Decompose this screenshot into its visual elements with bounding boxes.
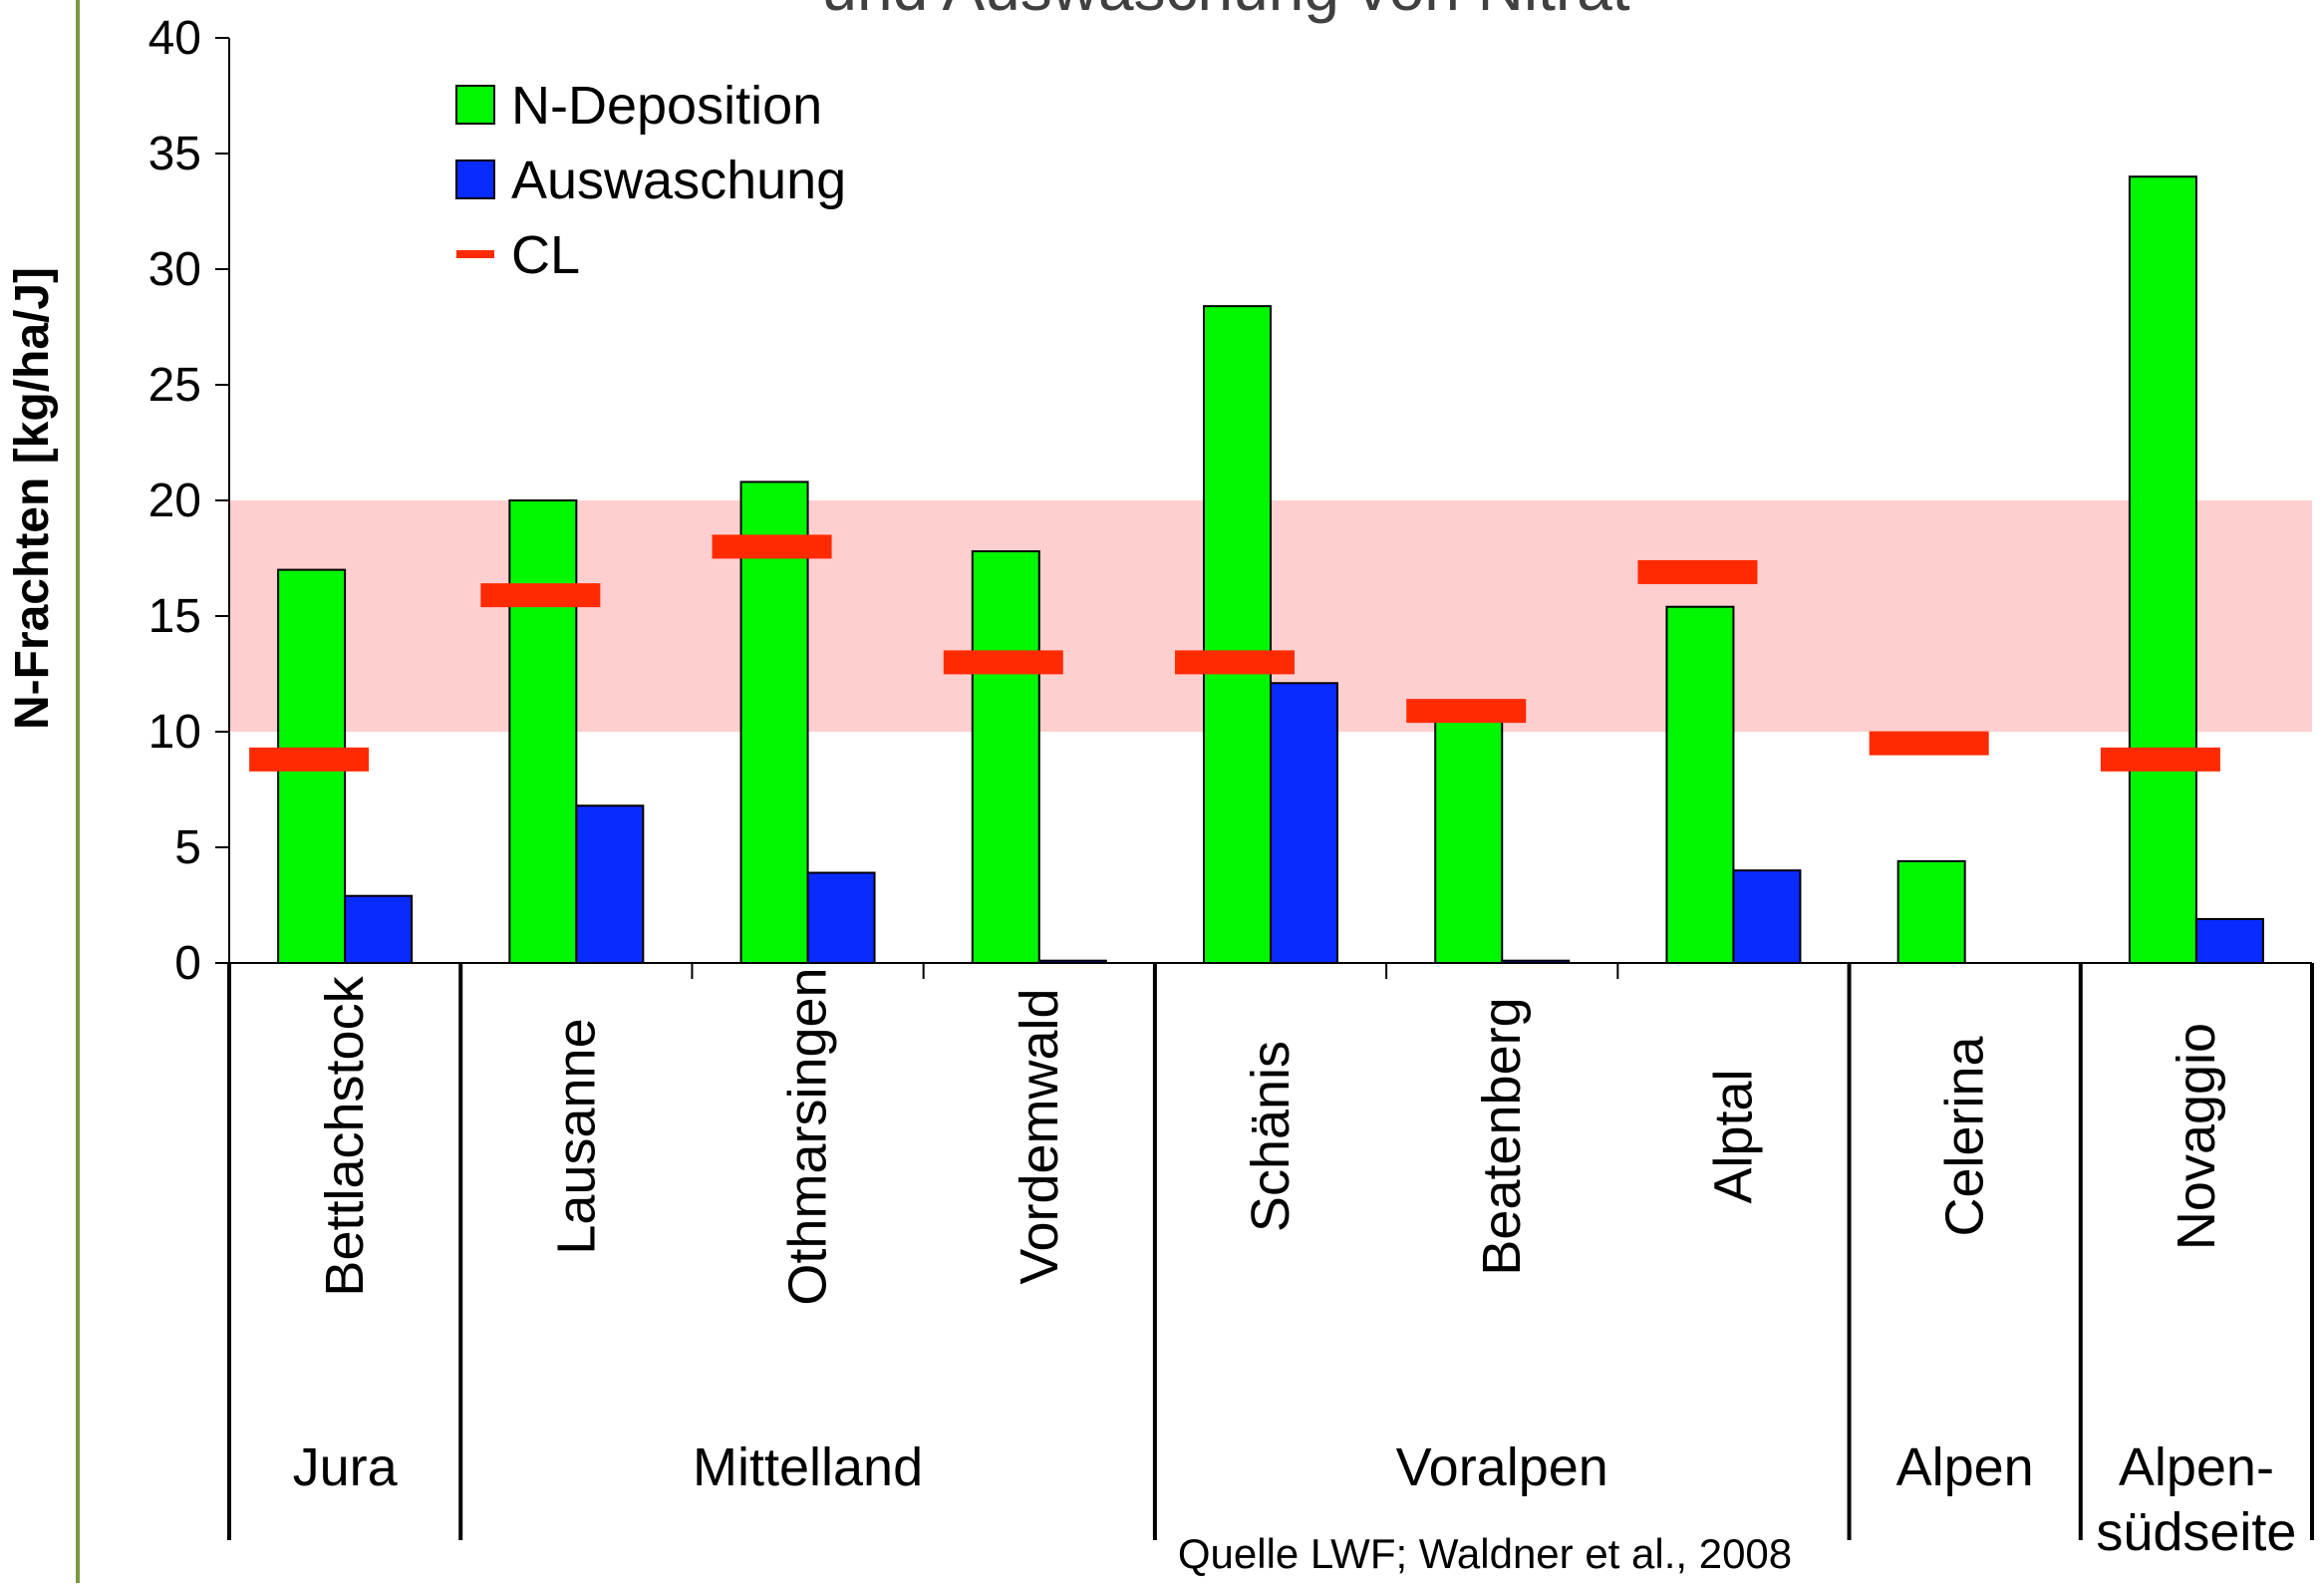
category-labels-layer: Bettlachstock Lausanne Othmarsingen Vordemw… bbox=[293, 967, 2297, 1562]
y-axis-label: N-Frachten [kg/ha/J] bbox=[6, 267, 59, 730]
category-label: Othmarsingen bbox=[778, 967, 838, 1305]
legend-swatch-cl bbox=[456, 250, 494, 258]
legend-label: Auswaschung bbox=[511, 151, 846, 210]
bars-layer bbox=[277, 175, 2264, 965]
bar-auswaschung bbox=[575, 804, 645, 964]
category-label: Beatenberg bbox=[1472, 997, 1532, 1275]
category-label: Vordemwald bbox=[1010, 988, 1069, 1284]
chart-title: und Auswaschung von Nitrat bbox=[821, 0, 1629, 24]
cl-marker bbox=[1869, 731, 1989, 756]
y-tick-label: 15 bbox=[148, 590, 201, 643]
cl-marker bbox=[1175, 650, 1295, 675]
y-tick-label: 10 bbox=[148, 706, 201, 759]
cl-marker bbox=[480, 583, 601, 608]
region-label: Jura bbox=[293, 1437, 399, 1497]
bar-auswaschung bbox=[1037, 959, 1107, 964]
bar-n-deposition bbox=[1896, 859, 1966, 964]
bar-n-deposition bbox=[1665, 605, 1735, 964]
category-label: Lausanne bbox=[546, 1018, 606, 1254]
cl-marker bbox=[1406, 699, 1527, 724]
legend-swatch-auswaschung bbox=[455, 159, 495, 199]
region-label: südseite bbox=[2096, 1502, 2296, 1562]
y-tick-label: 30 bbox=[148, 243, 201, 296]
y-tick-label: 5 bbox=[174, 821, 201, 874]
legend-swatch-n-deposition bbox=[455, 85, 495, 125]
legend-label: CL bbox=[511, 225, 580, 285]
category-label: Bettlachstock bbox=[315, 975, 375, 1296]
y-tick-label: 20 bbox=[148, 475, 201, 527]
bar-auswaschung bbox=[1270, 682, 1338, 965]
source-note: Quelle LWF; Waldner et al., 2008 bbox=[1178, 1530, 1792, 1577]
cl-marker bbox=[249, 747, 370, 772]
legend: N-Deposition Auswaschung CL bbox=[455, 76, 846, 285]
y-tick-label: 25 bbox=[148, 359, 201, 412]
bar-auswaschung bbox=[1501, 959, 1571, 964]
bar-n-deposition bbox=[2128, 175, 2197, 964]
category-label: Alptal bbox=[1703, 1069, 1763, 1203]
category-label: Novaggio bbox=[2167, 1023, 2226, 1250]
bar-auswaschung bbox=[2194, 917, 2264, 964]
bar-n-deposition bbox=[1203, 305, 1272, 964]
bar-auswaschung bbox=[344, 894, 414, 964]
slide-left-accent-bar bbox=[76, 0, 80, 1583]
bar-n-deposition bbox=[508, 499, 578, 964]
region-label: Alpen bbox=[1896, 1437, 2034, 1497]
bar-n-deposition bbox=[739, 480, 809, 964]
region-label: Alpen- bbox=[2119, 1437, 2274, 1497]
bar-n-deposition bbox=[1434, 700, 1504, 965]
y-tick-label: 40 bbox=[148, 12, 201, 65]
category-label: Schänis bbox=[1241, 1041, 1301, 1232]
y-tick-label: 35 bbox=[148, 128, 201, 180]
bar-auswaschung bbox=[806, 871, 876, 965]
cl-marker bbox=[2100, 747, 2220, 772]
cl-marker bbox=[712, 534, 832, 559]
region-label: Mittelland bbox=[693, 1437, 923, 1497]
category-label: Celerina bbox=[1935, 1035, 1995, 1236]
region-label: Voralpen bbox=[1396, 1437, 1608, 1497]
bar-n-deposition bbox=[971, 550, 1040, 964]
legend-label: N-Deposition bbox=[511, 76, 822, 136]
bar-auswaschung bbox=[1732, 869, 1802, 965]
cl-marker bbox=[943, 650, 1063, 675]
cl-marker bbox=[1637, 559, 1758, 584]
y-tick-label: 0 bbox=[174, 937, 201, 990]
critical-load-markers-layer bbox=[249, 534, 2220, 772]
